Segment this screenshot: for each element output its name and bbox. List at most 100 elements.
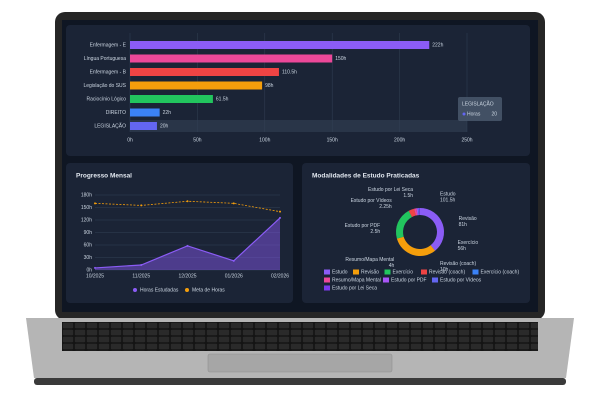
slice-value: 2.25h <box>379 204 392 210</box>
bar <box>130 68 279 76</box>
legend-label: Exercício <box>393 269 414 275</box>
donut-segment <box>416 208 419 216</box>
legend-swatch <box>324 285 330 291</box>
slice-value: 1.5h <box>403 193 413 199</box>
legend-swatch <box>185 288 189 292</box>
donut-segment <box>414 208 418 216</box>
y-tick-label: Enfermagem - E <box>90 42 127 48</box>
legend-swatch <box>133 288 137 292</box>
y-tick-label: 0h <box>86 267 92 273</box>
x-tick-label: 02/2026 <box>271 273 289 279</box>
y-tick-label: Enfermagem - B <box>90 69 127 75</box>
legend-swatch <box>383 277 389 283</box>
donut-segment <box>420 208 444 251</box>
area <box>95 217 280 270</box>
chart-title: Modalidades de Estudo Praticadas <box>312 173 420 180</box>
donut-segment <box>396 236 436 256</box>
slice-label: Estudo por PDF <box>345 223 381 229</box>
legend-label: Estudo <box>332 269 348 275</box>
tooltip-swatch <box>462 112 466 116</box>
bar <box>130 41 430 49</box>
panel <box>66 163 293 303</box>
legend-label: Horas Estudadas <box>140 287 179 293</box>
legend-label: Estudo por Vídeos <box>440 277 482 283</box>
chart-title: Progresso Mensal <box>76 173 132 180</box>
slice-value: 10h <box>440 267 449 273</box>
x-tick-label: 01/2026 <box>225 273 243 279</box>
bar <box>130 95 213 103</box>
tooltip <box>458 97 502 121</box>
slice-label: Estudo por Lei Seca <box>368 187 413 193</box>
panel <box>302 163 530 303</box>
donut-segment <box>408 208 416 218</box>
legend-label: Revisão <box>361 269 379 275</box>
slice-value: 2.5h <box>370 229 380 235</box>
legend-label: Estudo por Lei Seca <box>332 285 377 291</box>
y-tick-label: 150h <box>81 205 92 211</box>
data-label: 20h <box>160 123 169 129</box>
slice-label: Exercício <box>458 240 479 246</box>
y-tick-label: LEGISLAÇÃO <box>94 122 126 129</box>
legend-swatch <box>324 277 330 283</box>
keys <box>62 322 538 351</box>
x-tick-label: 0h <box>127 137 133 143</box>
data-label: 22h <box>163 110 172 116</box>
donut-segment <box>417 208 420 216</box>
legend-swatch <box>324 269 330 275</box>
data-label: 61.5h <box>216 96 229 102</box>
tooltip-title: LEGISLAÇÃO <box>462 100 494 107</box>
legend-swatch <box>432 277 438 283</box>
slice-value: 56h <box>458 246 467 252</box>
x-tick-label: 10/2025 <box>86 273 104 279</box>
y-tick-label: 180h <box>81 192 92 198</box>
y-tick-label: 30h <box>84 255 93 261</box>
y-tick-label: Língua Portuguesa <box>84 56 126 62</box>
x-tick-label: 150h <box>327 137 338 143</box>
laptop-edge <box>34 378 566 385</box>
slice-label: Revisão (coach) <box>440 261 476 267</box>
x-tick-label: 250h <box>461 137 472 143</box>
point <box>186 244 189 247</box>
legend-label: Revisão (coach) <box>429 269 465 275</box>
bar <box>130 108 160 117</box>
data-label: 150h <box>335 56 346 62</box>
x-tick-label: 200h <box>394 137 405 143</box>
y-tick-label: 90h <box>84 230 93 236</box>
data-label: 98h <box>265 83 274 89</box>
x-tick-label: 50h <box>193 137 202 143</box>
slice-label: Revisão <box>459 216 477 222</box>
hover-band <box>130 120 467 132</box>
legend-swatch <box>421 269 427 275</box>
slice-value: 4h <box>389 263 395 269</box>
y-tick-label: Legislação do SUS <box>83 83 126 89</box>
legend-label: Meta de Horas <box>192 287 225 293</box>
donut-segment <box>419 208 420 216</box>
legend-swatch <box>384 269 391 275</box>
x-tick-label: 11/2025 <box>132 273 150 279</box>
tooltip-value: 20 <box>491 111 497 117</box>
point <box>186 200 189 203</box>
slice-value: 101.5h <box>440 198 456 204</box>
point <box>232 259 235 262</box>
y-tick-label: Raciocínio Lógico <box>87 96 127 102</box>
bar <box>130 54 333 63</box>
point <box>94 202 96 205</box>
slice-label: Estudo <box>440 192 456 198</box>
point <box>279 210 281 213</box>
slice-label: Estudo por Vídeos <box>351 198 393 204</box>
point <box>140 264 143 266</box>
x-tick-label: 12/2025 <box>178 273 196 279</box>
slice-value: 81h <box>459 222 468 228</box>
legend-label: Exercício (coach) <box>481 269 520 275</box>
y-tick-label: 60h <box>84 242 93 248</box>
y-tick-label: DIREITO <box>106 110 126 116</box>
point <box>140 204 143 207</box>
donut-segment <box>396 210 412 239</box>
point <box>279 216 281 219</box>
point <box>94 266 96 269</box>
legend-swatch <box>353 269 359 275</box>
point <box>232 202 235 205</box>
legend-label: Resumo/Mapa Mental <box>332 277 381 283</box>
bar <box>130 81 263 90</box>
